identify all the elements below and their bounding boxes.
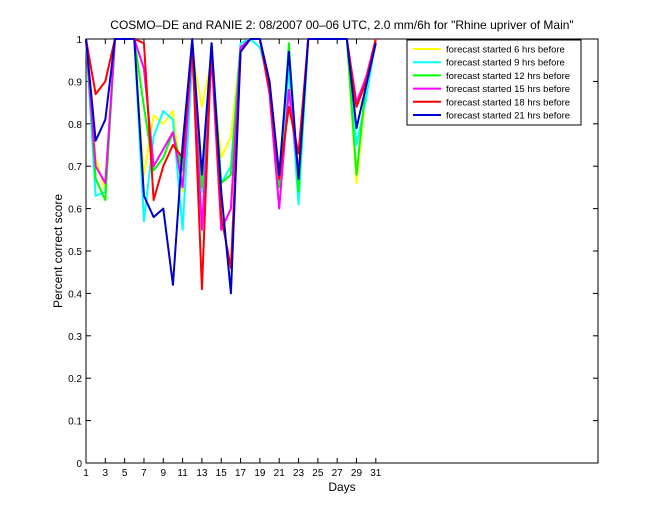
y-tick-label: 0.3 — [68, 332, 82, 343]
y-tick-label: 0.8 — [68, 120, 82, 131]
legend-label-5: forecast started 18 hrs before — [446, 97, 570, 108]
legend-box — [406, 39, 582, 126]
x-axis-label: Days — [328, 480, 355, 494]
x-tick-label: 27 — [332, 468, 344, 479]
x-tick-label: 19 — [254, 468, 266, 479]
legend-label-2: forecast started 9 hrs before — [446, 58, 565, 69]
legend: forecast started 6 hrs before forecast st… — [406, 39, 582, 126]
y-axis-label: Percent correct score — [51, 194, 65, 308]
x-tick-label: 13 — [196, 468, 208, 479]
x-tick-label: 7 — [141, 468, 147, 479]
legend-label-3: forecast started 12 hrs before — [446, 71, 570, 82]
y-tick-label: 1 — [76, 35, 82, 46]
x-tick-label: 29 — [351, 468, 363, 479]
y-axis-ticks: 0 0.1 0.2 0.3 0.4 0.5 0.6 0.7 0.8 0.9 1 — [68, 35, 598, 470]
x-tick-label: 25 — [312, 468, 324, 479]
x-tick-label: 5 — [122, 468, 128, 479]
x-tick-label: 9 — [161, 468, 167, 479]
y-tick-label: 0 — [76, 459, 82, 470]
x-tick-label: 21 — [274, 468, 286, 479]
legend-label-4: forecast started 15 hrs before — [446, 84, 570, 95]
y-tick-label: 0.2 — [68, 374, 82, 385]
x-tick-label: 15 — [216, 468, 228, 479]
y-tick-label: 0.6 — [68, 205, 82, 216]
y-tick-label: 0.1 — [68, 417, 82, 428]
y-tick-label: 0.5 — [68, 247, 82, 258]
series-line-6 — [85, 38, 377, 295]
y-tick-label: 0.9 — [68, 77, 82, 88]
x-tick-label: 3 — [103, 468, 109, 479]
y-tick-label: 0.4 — [68, 289, 82, 300]
x-tick-label: 17 — [235, 468, 247, 479]
x-tick-label: 11 — [177, 468, 188, 479]
legend-label-6: forecast started 21 hrs before — [446, 111, 570, 122]
x-tick-label: 23 — [293, 468, 305, 479]
series-lines — [85, 38, 377, 295]
x-tick-label: 1 — [83, 468, 89, 479]
x-tick-label: 31 — [370, 468, 382, 479]
y-tick-label: 0.7 — [68, 162, 82, 173]
chart-title: COSMO–DE and RANIE 2: 08/2007 00–06 UTC,… — [110, 18, 573, 32]
legend-label-1: forecast started 6 hrs before — [446, 45, 565, 56]
